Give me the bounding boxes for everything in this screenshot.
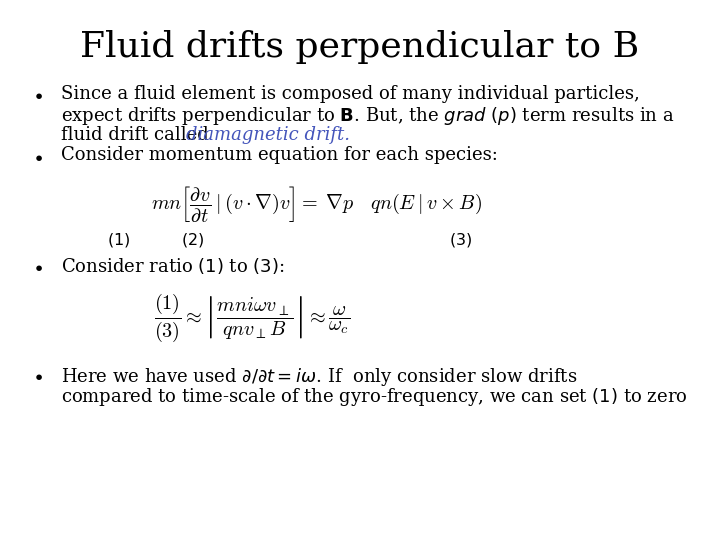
Text: expect drifts perpendicular to $\mathbf{B}$. But, the $\mathit{grad}$ $\mathit{(: expect drifts perpendicular to $\mathbf{… xyxy=(61,105,675,127)
Text: Consider momentum equation for each species:: Consider momentum equation for each spec… xyxy=(61,146,498,164)
Text: compared to time-scale of the gyro-frequency, we can set $(1)$ to zero: compared to time-scale of the gyro-frequ… xyxy=(61,386,688,408)
Text: $\bullet$: $\bullet$ xyxy=(32,86,43,104)
Text: $\bullet$: $\bullet$ xyxy=(32,367,43,385)
Text: Fluid drifts perpendicular to B: Fluid drifts perpendicular to B xyxy=(81,30,639,64)
Text: $mn\left[\dfrac{\partial v}{\partial t} \mid (v\cdot\nabla)v\right] = \;\nabla p: $mn\left[\dfrac{\partial v}{\partial t} … xyxy=(151,184,482,224)
Text: fluid drift called: fluid drift called xyxy=(61,126,215,144)
Text: Since a fluid element is composed of many individual particles,: Since a fluid element is composed of man… xyxy=(61,85,640,103)
Text: $(1)$: $(1)$ xyxy=(107,231,130,248)
Text: $(3)$: $(3)$ xyxy=(449,231,472,248)
Text: $(2)$: $(2)$ xyxy=(181,231,204,248)
Text: diamagnetic drift.: diamagnetic drift. xyxy=(186,126,350,144)
Text: $\dfrac{(1)}{(3)} \approx \left|\dfrac{mni\omega v_\perp}{qnv_\perp B}\right| \a: $\dfrac{(1)}{(3)} \approx \left|\dfrac{m… xyxy=(154,292,350,344)
Text: Consider ratio $(1)$ to $(3)$:: Consider ratio $(1)$ to $(3)$: xyxy=(61,256,284,276)
Text: $\bullet$: $\bullet$ xyxy=(32,258,43,276)
Text: $\bullet$: $\bullet$ xyxy=(32,148,43,166)
Text: Here we have used $\partial/\partial t = i\omega$. If  only consider slow drifts: Here we have used $\partial/\partial t =… xyxy=(61,366,577,388)
